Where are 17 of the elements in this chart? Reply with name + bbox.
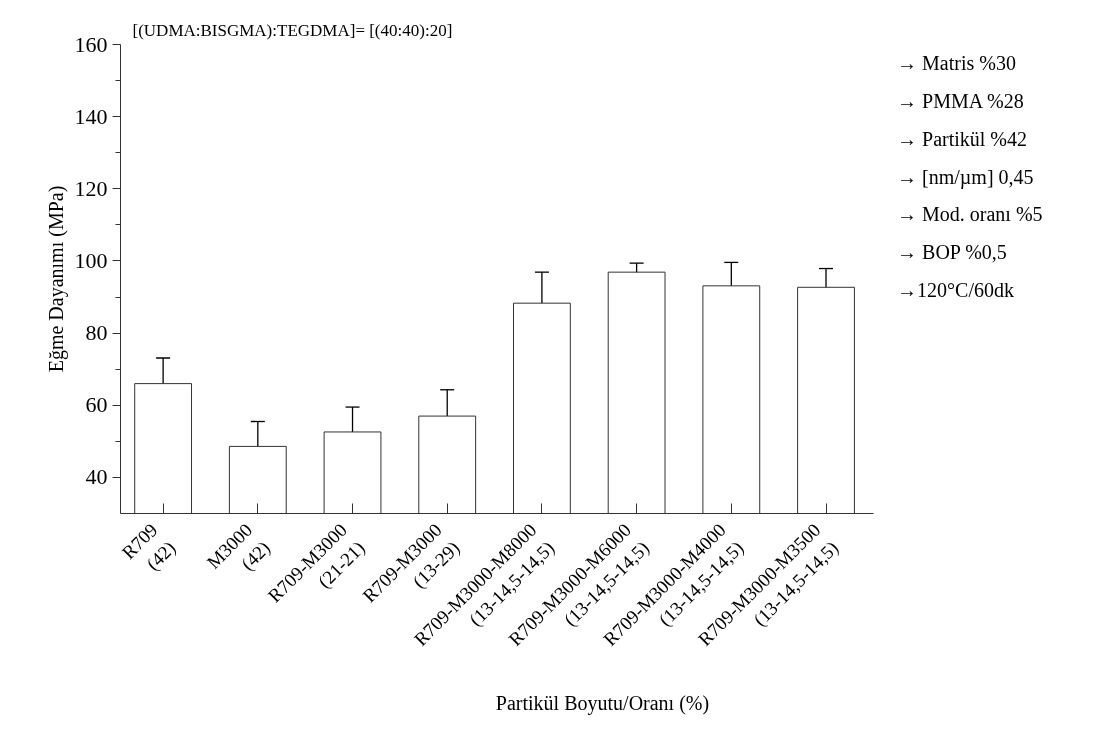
- text: → [nm/µm] 0,45: [897, 165, 1034, 189]
- y-tick-label: 140: [74, 103, 108, 129]
- text: → PMMA %28: [897, 89, 1024, 112]
- y-axis-title: Eğme Dayanımı (MPa): [44, 185, 68, 373]
- y-tick-label: 80: [85, 320, 108, 346]
- y-tick-label: 100: [74, 247, 108, 273]
- y-tick-label: 60: [85, 392, 108, 418]
- y-tick-label: 120: [74, 175, 108, 201]
- text: → Partikül %42: [897, 127, 1028, 150]
- text: → BOP %0,5: [897, 241, 1007, 264]
- text: → Matris %30: [897, 51, 1016, 74]
- text: → Mod. oranı %5: [897, 203, 1043, 226]
- x-axis-title: Partikül Boyutu/Oranı (%): [495, 691, 710, 715]
- chart-title: [(UDMA:BISGMA):TEGDMA]= [(40:40):20]: [132, 20, 453, 40]
- y-tick-label: 40: [85, 464, 108, 490]
- text: →120°C/60dk: [897, 279, 1014, 302]
- y-tick-label: 160: [74, 31, 108, 57]
